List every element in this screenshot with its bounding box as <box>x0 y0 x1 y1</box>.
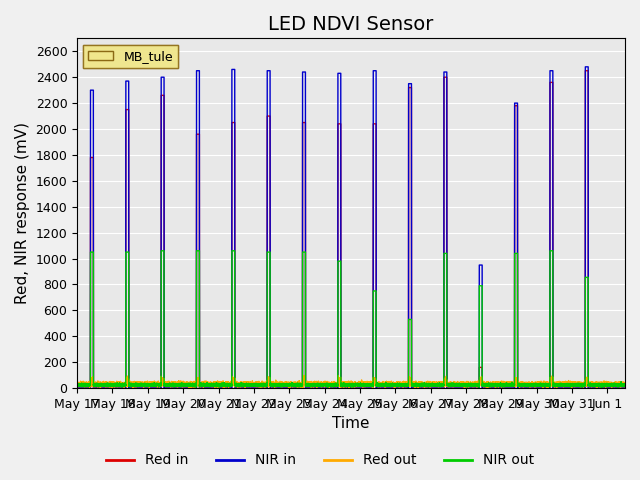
Red out <box>203 381 211 387</box>
NIR out <box>122 382 129 388</box>
Red out <box>253 380 260 385</box>
NIR out <box>587 383 595 389</box>
NIR out <box>324 385 332 391</box>
Red out <box>211 385 219 391</box>
NIR in <box>122 385 129 391</box>
Legend: MB_tule: MB_tule <box>83 45 178 68</box>
Red in <box>203 385 211 391</box>
NIR out <box>157 248 165 253</box>
X-axis label: Time: Time <box>332 417 370 432</box>
NIR out <box>173 383 181 389</box>
NIR in <box>253 385 260 391</box>
NIR in <box>581 64 589 70</box>
Red out <box>587 383 595 389</box>
Red in <box>587 385 595 391</box>
Red in <box>253 385 260 391</box>
Red in <box>581 68 589 73</box>
Line: NIR out: NIR out <box>77 251 625 388</box>
Line: NIR in: NIR in <box>77 67 625 388</box>
NIR in <box>203 385 211 391</box>
Red in <box>75 385 83 391</box>
NIR out <box>203 383 211 389</box>
Red out <box>122 382 129 387</box>
Red in <box>122 385 129 391</box>
NIR in <box>173 385 181 391</box>
Y-axis label: Red, NIR response (mV): Red, NIR response (mV) <box>15 122 30 304</box>
Line: Red in: Red in <box>77 71 625 388</box>
NIR in <box>74 385 81 391</box>
NIR in <box>75 385 83 391</box>
NIR out <box>75 382 83 387</box>
Red in <box>173 385 181 391</box>
Red out <box>75 383 83 389</box>
Red in <box>74 385 81 391</box>
Red out <box>173 381 181 387</box>
Red out <box>300 372 308 378</box>
Line: Red out: Red out <box>77 375 625 388</box>
NIR out <box>253 382 260 388</box>
NIR out <box>621 382 629 388</box>
Red in <box>621 385 629 391</box>
Legend: Red in, NIR in, Red out, NIR out: Red in, NIR in, Red out, NIR out <box>100 448 540 473</box>
NIR in <box>587 385 595 391</box>
Red out <box>74 381 81 387</box>
NIR in <box>621 385 629 391</box>
Title: LED NDVI Sensor: LED NDVI Sensor <box>268 15 434 34</box>
NIR out <box>74 383 81 388</box>
Red out <box>621 381 629 387</box>
